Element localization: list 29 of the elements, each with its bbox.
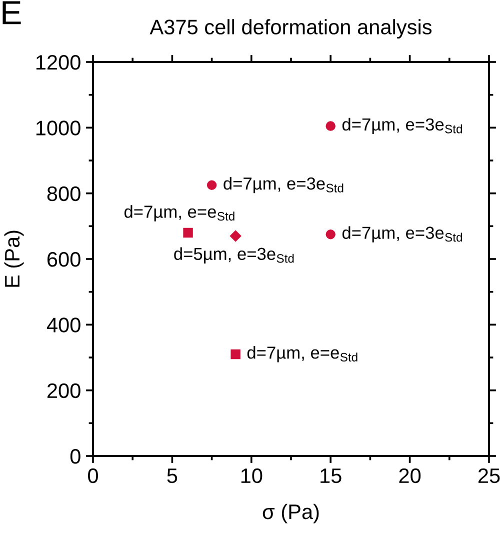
x-tick-label: 5 [167,468,178,484]
x-axis-title: σ (Pa) [262,504,319,524]
annotation: d=7µm, e=3e$_{Std}$ [224,176,344,194]
annotation: d=7µm, e=e$_{Std}$ [247,346,358,362]
y-tick-label: 1200 [36,55,80,70]
y-tick-label: 1000 [36,120,80,136]
chart-title: A375 cell deformation analysis [150,19,432,39]
annotation: d=5µm, e=3e$_{Std}$ [174,247,294,264]
x-tick-label: 25 [478,468,500,484]
point [230,349,240,360]
point [206,180,217,190]
y-tick-label: 0 [70,449,80,464]
annotation: d=7µm, e=e$_{Std}$ [124,205,234,222]
y-axis-title: E (Pa) [4,230,24,287]
y-tick-label: 600 [47,252,80,267]
text: E [2,1,21,24]
point [326,121,336,131]
x-tick-label: 15 [320,468,342,484]
x-tick-label: 20 [399,468,421,484]
x-tick-label: 10 [241,468,262,484]
x-tick-label: 0 [88,468,98,484]
annotation: d=7µm, e=3e$_{Std}$ [342,226,462,242]
y-tick-label: 800 [47,186,80,202]
point [326,230,336,240]
annotation: d=7µm, e=3e$_{Std}$ [342,118,462,134]
point [230,230,242,242]
y-tick-label: 200 [47,383,80,398]
point [183,228,193,238]
y-tick-label: 400 [46,318,80,332]
